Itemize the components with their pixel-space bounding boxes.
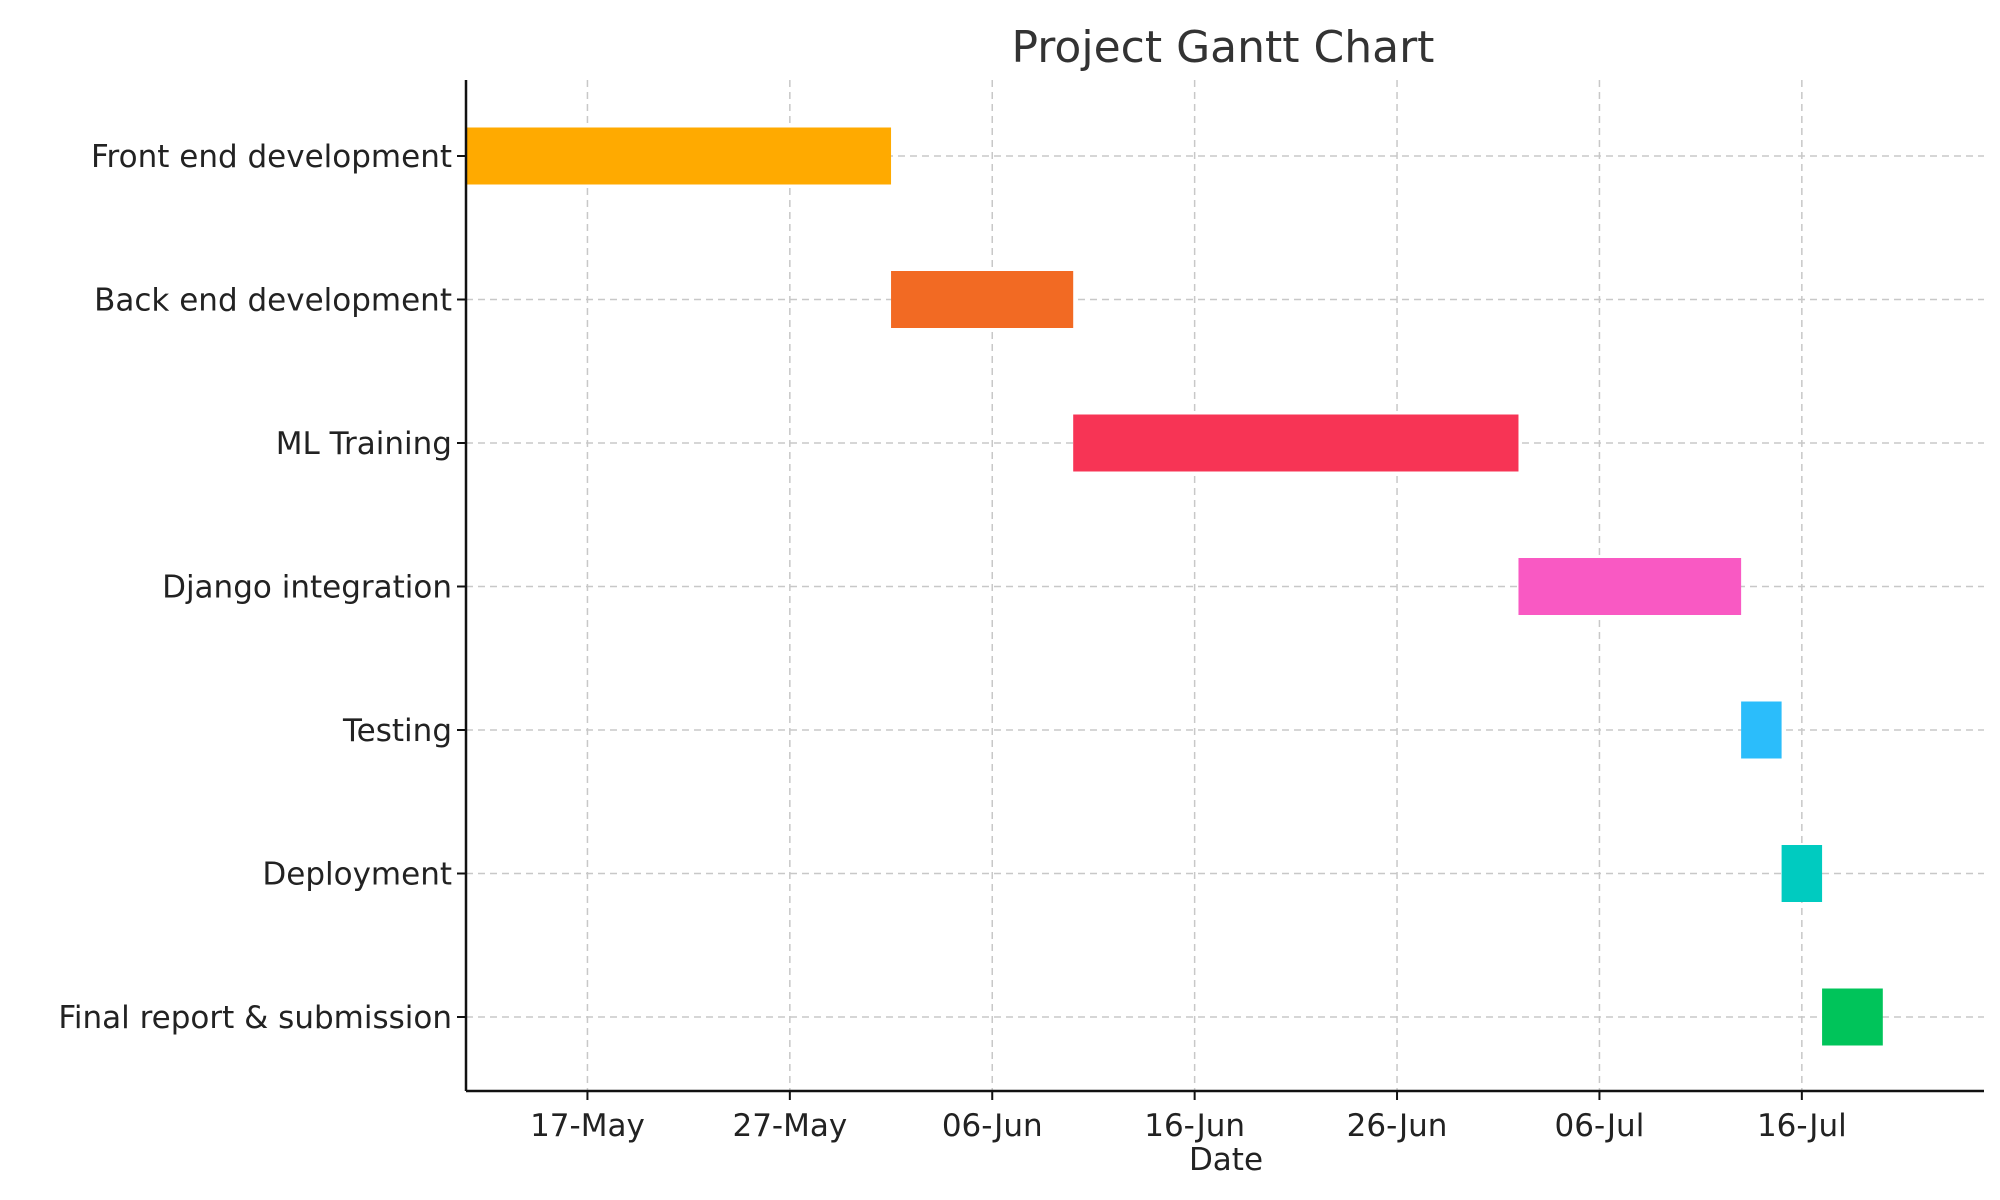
x-tick-label: 26-Jun xyxy=(1347,1108,1448,1144)
gantt-bar xyxy=(1741,701,1782,759)
y-tick-label: Django integration xyxy=(162,570,452,606)
x-tick-label: 27-May xyxy=(732,1108,847,1144)
gantt-bar xyxy=(1781,845,1823,902)
y-tick-label: Back end development xyxy=(94,283,452,319)
x-axis-label: Date xyxy=(1189,1142,1263,1178)
ticks: Front end development Back end developmen… xyxy=(58,139,1846,1144)
axes xyxy=(464,80,1984,1093)
y-tick-label: Deployment xyxy=(262,857,452,893)
x-tick-label: 16-Jul xyxy=(1757,1108,1847,1144)
x-tick-label: 17-May xyxy=(530,1108,645,1144)
y-tick-label: Final report & submission xyxy=(58,1000,452,1036)
gantt-bar xyxy=(1822,988,1883,1046)
gantt-bar xyxy=(466,127,892,185)
x-tick-label: 06-Jun xyxy=(942,1108,1043,1144)
x-tick-label: 16-Jun xyxy=(1144,1108,1245,1144)
grid xyxy=(466,80,1984,1091)
y-tick-label: Testing xyxy=(342,713,452,749)
x-tick-label: 06-Jul xyxy=(1555,1108,1645,1144)
gantt-bar xyxy=(1073,414,1519,472)
y-tick-label: Front end development xyxy=(91,139,452,175)
y-tick-label: ML Training xyxy=(276,426,452,462)
gantt-bar xyxy=(1518,558,1742,615)
chart-title: Project Gantt Chart xyxy=(1012,22,1435,73)
bars xyxy=(466,127,1883,1046)
gantt-bar xyxy=(891,271,1074,328)
